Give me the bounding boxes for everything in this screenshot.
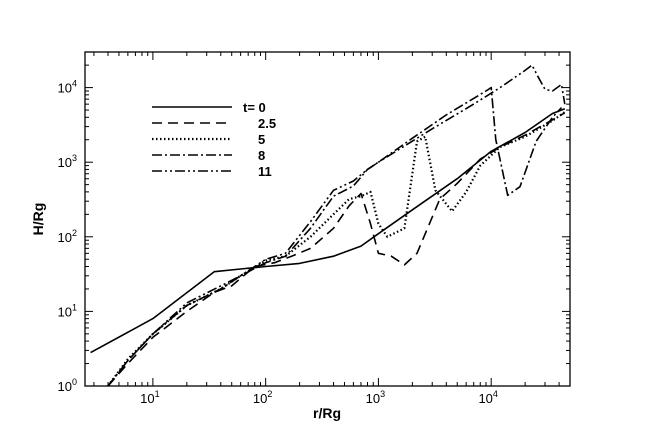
y-tick-label: 101 [58, 302, 77, 319]
y-tick-label: 103 [58, 153, 77, 170]
x-tick-label: 103 [366, 389, 385, 406]
plot-frame [84, 51, 571, 387]
x-tick-label: 104 [478, 389, 497, 406]
legend-label-4: 11 [258, 164, 272, 179]
x-tick-label: 101 [140, 389, 159, 406]
y-tick-label: 102 [58, 228, 77, 245]
legend-label-0: t= 0 [243, 100, 266, 115]
series-line-3 [107, 86, 563, 387]
series-line-4 [107, 64, 566, 387]
series-line-0 [90, 108, 566, 354]
series-line-1 [107, 112, 566, 387]
legend-label-1: 2.5 [258, 116, 276, 131]
x-axis-title: r/Rg [313, 405, 341, 421]
y-tick-label: 100 [58, 377, 77, 394]
x-tick-label: 102 [253, 389, 272, 406]
legend-label-2: 5 [258, 132, 265, 147]
series-line-2 [107, 111, 566, 387]
series-layer [90, 64, 566, 387]
y-axis-title: H/Rg [30, 203, 46, 236]
axis-ticks: 101 102 103 104 100 101 102 103 104 [58, 51, 571, 406]
legend-label-3: 8 [258, 148, 265, 163]
y-tick-label: 104 [58, 79, 77, 96]
